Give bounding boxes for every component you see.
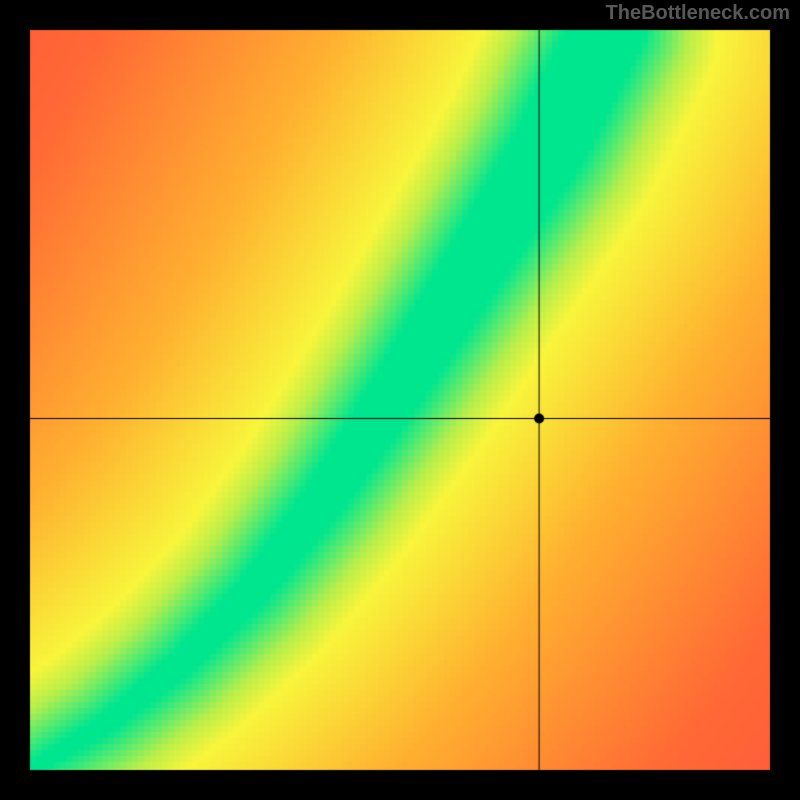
watermark-text: TheBottleneck.com	[606, 2, 790, 25]
bottleneck-heatmap	[0, 0, 800, 800]
chart-container: TheBottleneck.com	[0, 0, 800, 800]
